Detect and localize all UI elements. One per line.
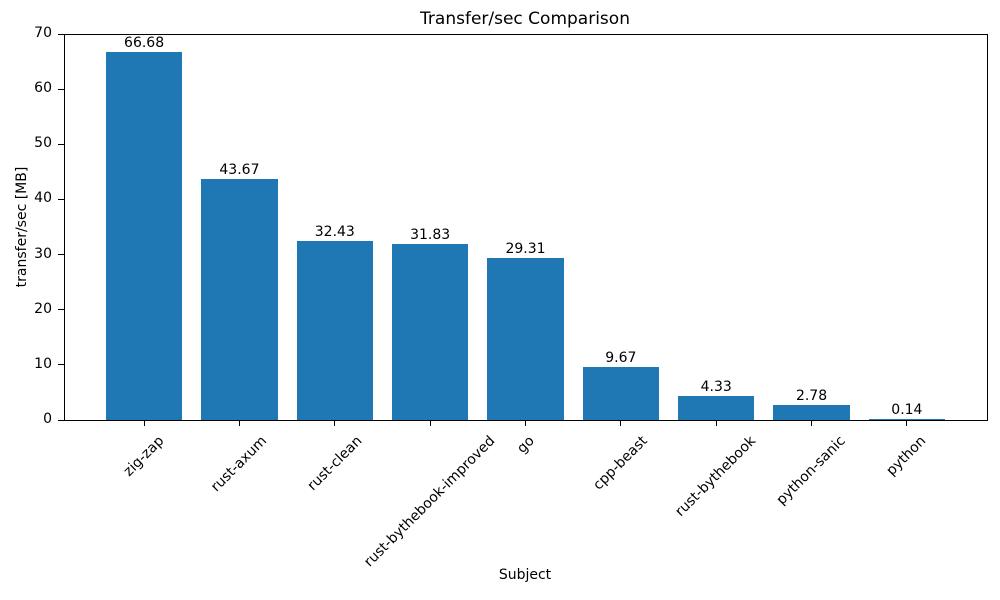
bar (296, 241, 373, 420)
bar-value-label: 0.14 (891, 402, 923, 419)
x-tick-label: rust-axum (207, 433, 271, 496)
y-tick-mark (58, 198, 64, 200)
x-tick-mark (811, 421, 813, 426)
x-tick-label: rust-bythebook-improved (361, 433, 499, 571)
bar (582, 366, 659, 420)
x-tick-label: rust-clean (304, 433, 365, 494)
chart-title: Transfer/sec Comparison (420, 9, 630, 29)
y-tick-label: 10 (34, 355, 52, 372)
bar-value-label: 32.43 (314, 224, 355, 241)
bar-value-label: 2.78 (795, 387, 828, 404)
bar-value-label: 31.83 (410, 227, 451, 244)
x-tick-label: rust-bythebook (672, 433, 760, 520)
y-tick-label: 40 (34, 190, 52, 207)
x-tick-label: go (513, 433, 538, 457)
bar-value-label: 43.67 (219, 162, 260, 179)
x-tick-mark (620, 421, 622, 426)
bar-value-label: 9.67 (605, 349, 637, 366)
x-tick-label: python-sanic (773, 433, 850, 509)
y-tick-mark (58, 143, 64, 145)
y-tick-label: 30 (34, 245, 52, 262)
bar (105, 52, 183, 420)
y-tick-mark (58, 364, 64, 366)
y-tick-mark (58, 419, 64, 421)
bar-value-label: 66.68 (124, 35, 165, 52)
x-tick-label: cpp-beast (590, 433, 651, 494)
y-tick-mark (58, 254, 64, 256)
bar (201, 179, 278, 420)
bar-value-label: 4.33 (700, 379, 732, 396)
bar (773, 404, 850, 420)
y-tick-label: 60 (34, 80, 52, 97)
x-tick-mark (715, 421, 717, 426)
x-tick-mark (906, 421, 908, 426)
x-axis-label: Subject (498, 567, 552, 583)
x-tick-mark (334, 421, 336, 426)
y-tick-label: 0 (43, 411, 52, 427)
x-tick-mark (429, 421, 431, 426)
bar (868, 419, 946, 420)
x-tick-mark (143, 421, 145, 426)
x-tick-mark (525, 421, 526, 426)
y-tick-label: 20 (34, 300, 52, 317)
bar (487, 258, 564, 420)
bar (392, 244, 469, 420)
y-tick-mark (58, 309, 64, 311)
bar-value-label: 29.31 (505, 241, 546, 258)
x-tick-label: python (883, 433, 930, 479)
bar (678, 396, 755, 420)
x-tick-label: zig-zap (120, 433, 168, 480)
x-tick-mark (238, 421, 240, 426)
y-tick-label: 70 (34, 25, 52, 41)
y-tick-label: 50 (34, 135, 52, 152)
y-tick-mark (58, 88, 64, 90)
y-tick-mark (58, 33, 64, 35)
